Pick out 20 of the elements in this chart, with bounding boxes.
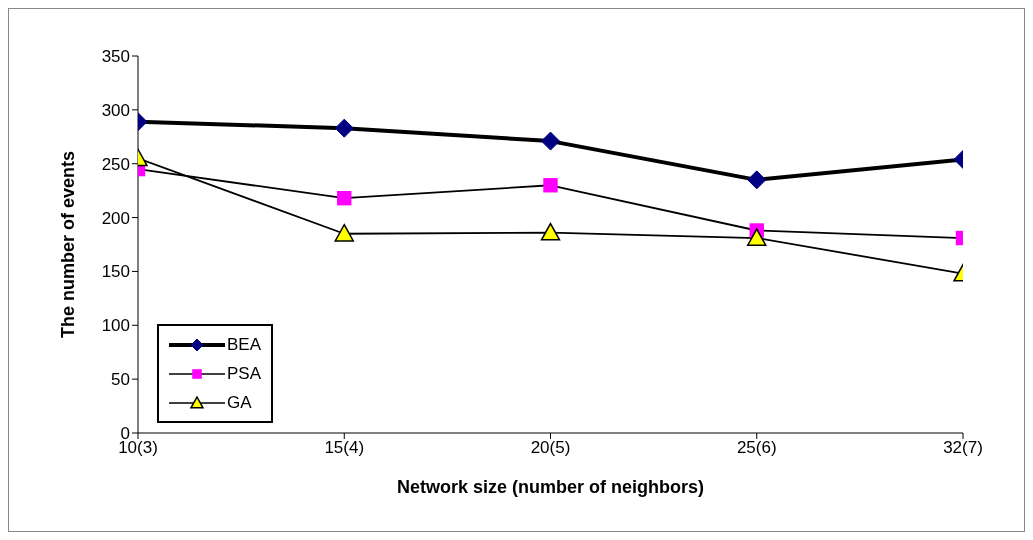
y-tick-label: 250 bbox=[101, 154, 130, 174]
legend-label: BEA bbox=[227, 334, 262, 355]
x-tick-label: 15(4) bbox=[324, 438, 365, 458]
y-tick-label: 150 bbox=[101, 262, 130, 282]
x-tick-label: 20(5) bbox=[530, 438, 571, 458]
y-axis-title: The number of events bbox=[58, 150, 79, 339]
y-tick-label: 200 bbox=[101, 208, 130, 228]
x-axis-title: Network size (number of neighbors) bbox=[396, 477, 705, 497]
y-tick-label: 100 bbox=[101, 316, 130, 336]
y-tick-label: 350 bbox=[101, 47, 130, 67]
x-tick-label: 25(6) bbox=[736, 438, 777, 458]
point bbox=[540, 222, 561, 241]
point bbox=[543, 178, 558, 193]
legend-label: PSA bbox=[227, 363, 262, 384]
x-tick-label: 32(7) bbox=[943, 438, 983, 458]
point bbox=[337, 190, 352, 206]
point bbox=[541, 131, 560, 151]
y-tick-label: 300 bbox=[101, 100, 130, 120]
legend-label: GA bbox=[227, 392, 252, 413]
y-tick-label: 50 bbox=[111, 370, 130, 390]
